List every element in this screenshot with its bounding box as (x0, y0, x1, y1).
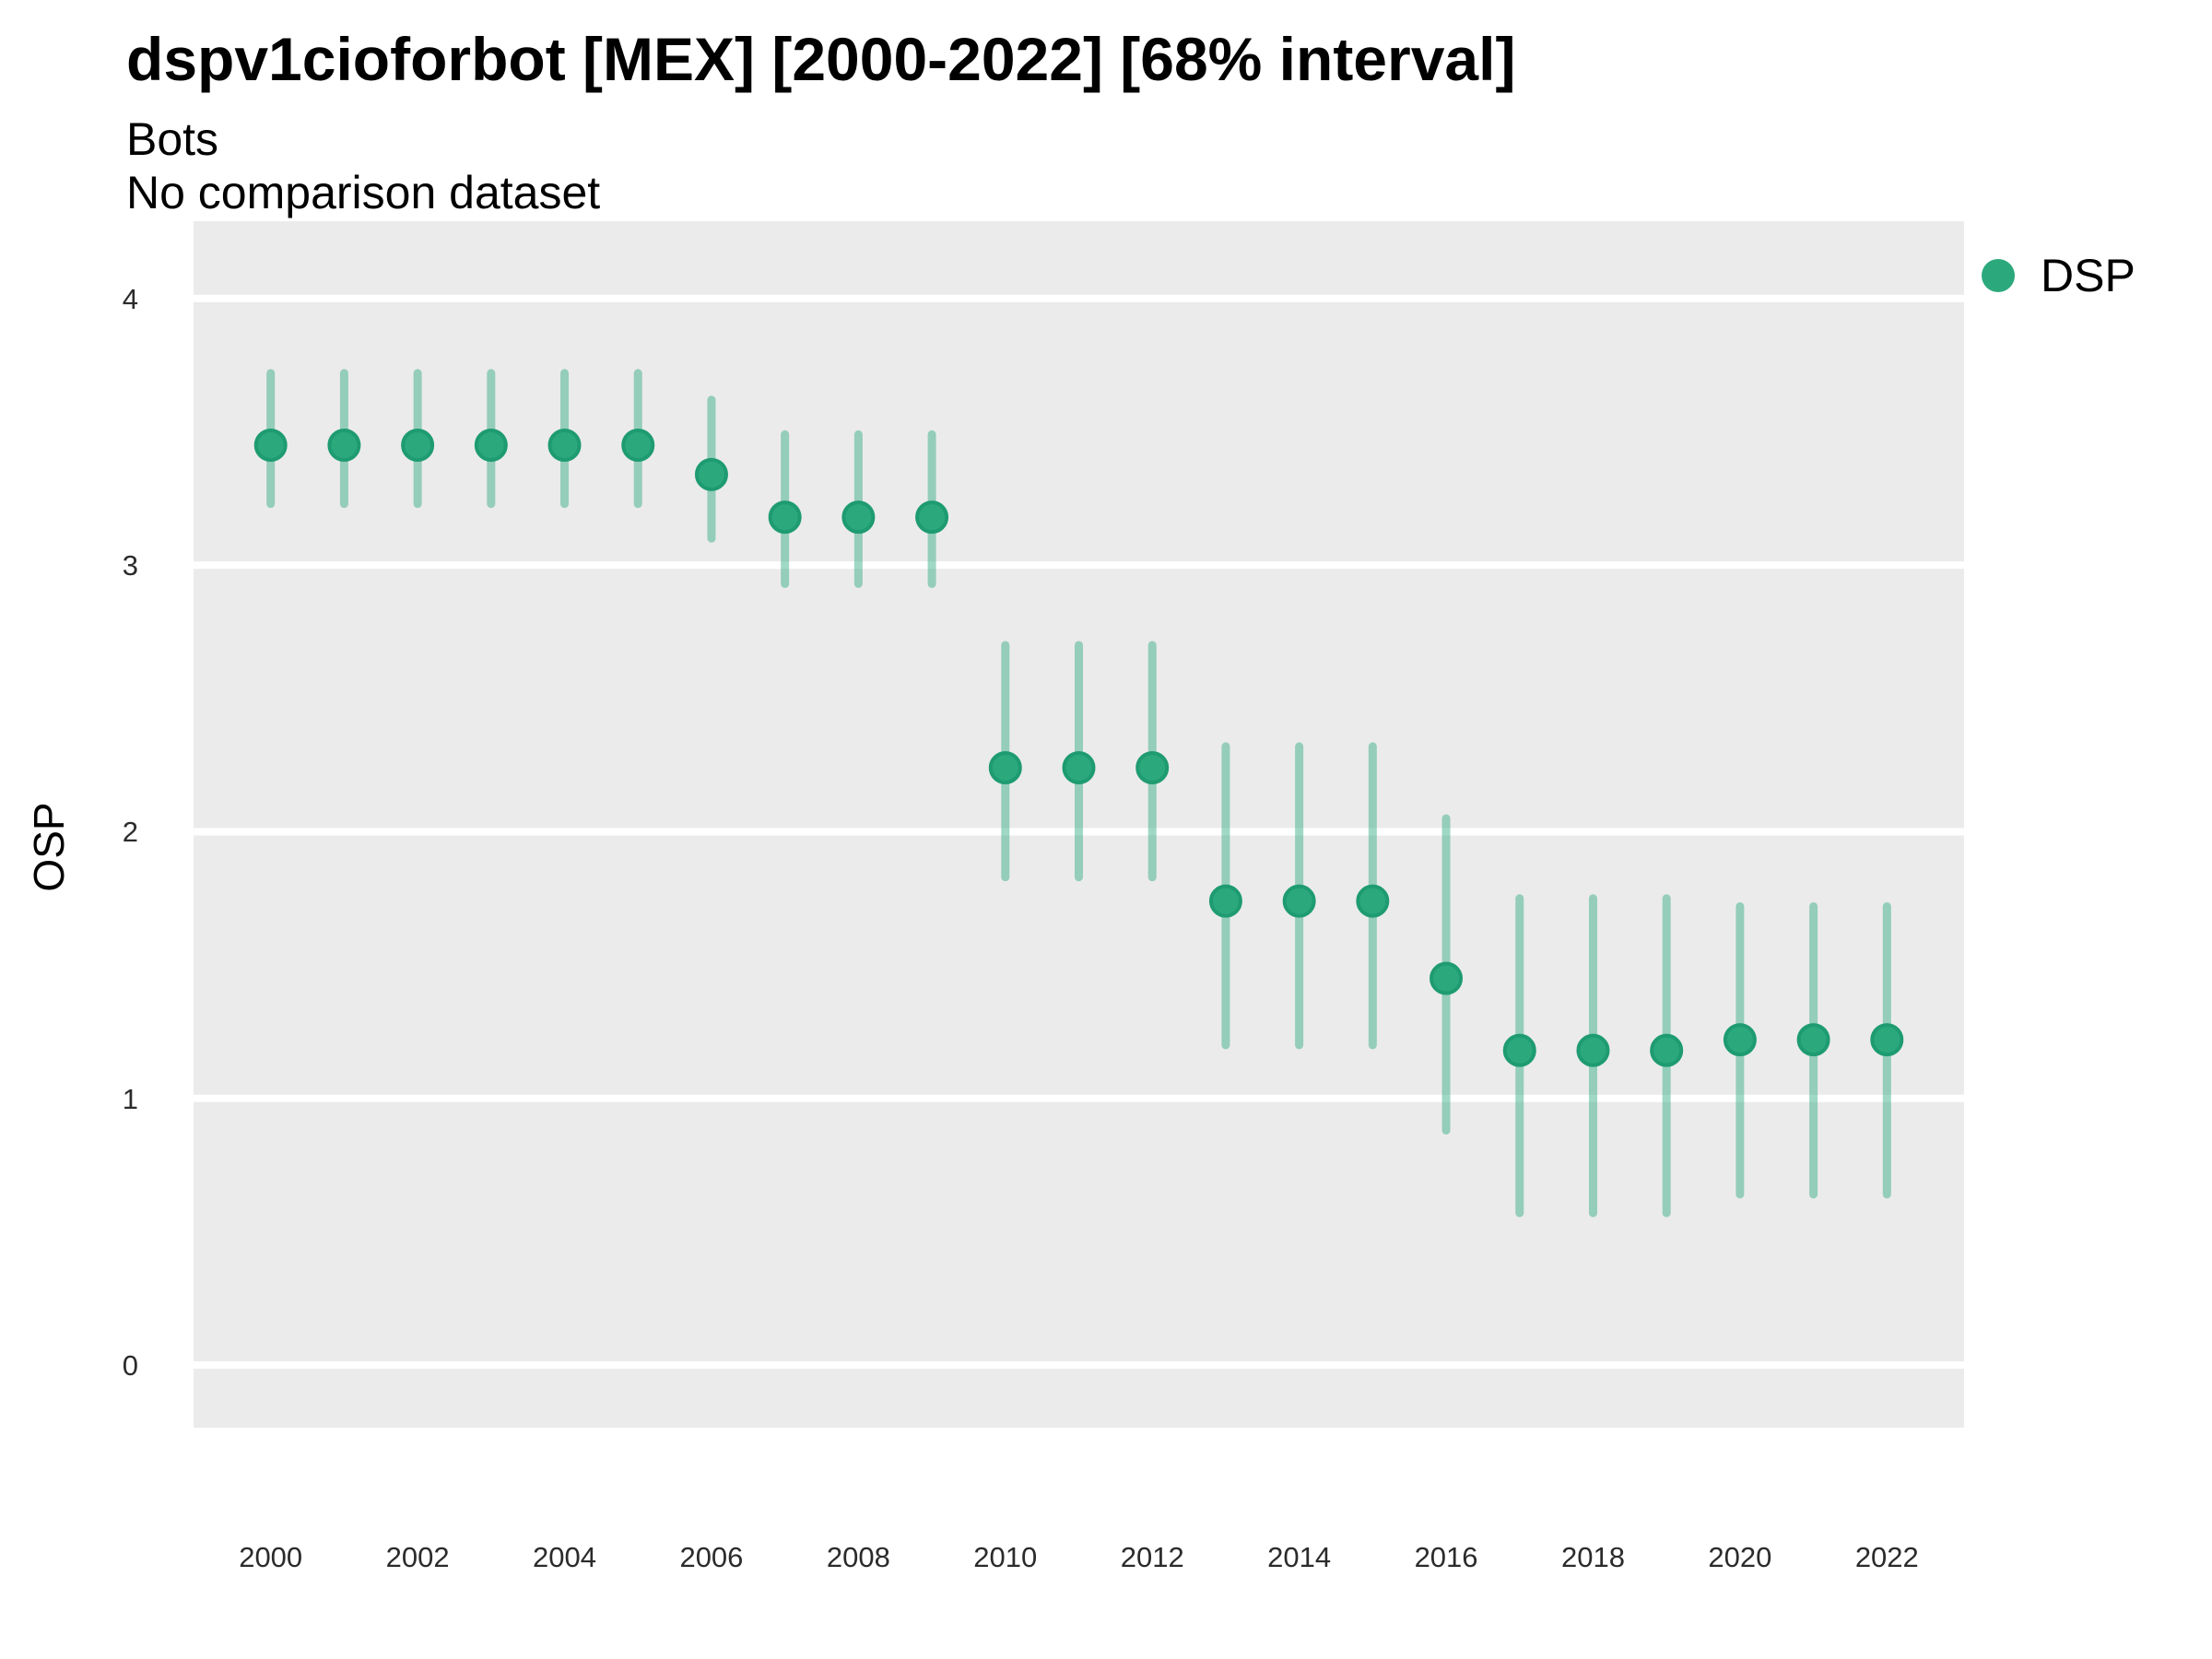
legend: DSP (1982, 249, 2136, 302)
y-tick-label-2: 2 (122, 816, 138, 849)
y-tick-label-1: 1 (122, 1082, 138, 1115)
plot-svg (194, 294, 1964, 1370)
data-point (327, 428, 361, 462)
x-tick-label-2006: 2006 (679, 1541, 744, 1573)
x-tick-label-2000: 2000 (239, 1541, 303, 1573)
x-tick-label-2002: 2002 (385, 1541, 450, 1573)
chart-title: dspv1cioforbot [MEX] [2000-2022] [68% in… (126, 25, 1516, 93)
y-axis-title: OSP (25, 802, 73, 892)
data-point (474, 428, 508, 462)
data-point (621, 428, 655, 462)
y-tick-label-0: 0 (122, 1349, 138, 1382)
y-tick-label-4: 4 (122, 282, 138, 315)
data-point (1062, 751, 1096, 785)
x-tick-label-2008: 2008 (826, 1541, 890, 1573)
data-point (1650, 1033, 1684, 1067)
data-point (1576, 1033, 1610, 1067)
data-point (915, 500, 949, 535)
data-point (547, 428, 582, 462)
data-point (1282, 884, 1316, 918)
data-point (401, 428, 435, 462)
data-point (1502, 1033, 1536, 1067)
data-point (768, 500, 802, 535)
plot-panel (194, 221, 1964, 1428)
x-tick-label-2014: 2014 (1267, 1541, 1332, 1573)
y-tick-label-3: 3 (122, 549, 138, 582)
legend-label: DSP (2041, 250, 2136, 301)
comparison-note: No comparison dataset (126, 167, 601, 218)
data-point (988, 751, 1022, 785)
x-tick-label-2012: 2012 (1120, 1541, 1184, 1573)
x-tick-label-2016: 2016 (1414, 1541, 1478, 1573)
x-tick-label-2020: 2020 (1708, 1541, 1772, 1573)
x-tick-label-2018: 2018 (1560, 1541, 1625, 1573)
data-point (1356, 884, 1390, 918)
x-tick-label-2022: 2022 (1854, 1541, 1919, 1573)
data-point (841, 500, 876, 535)
chart-subtitle: Bots (126, 113, 219, 165)
data-point (1430, 961, 1464, 995)
data-point (1723, 1023, 1757, 1057)
data-point (694, 457, 728, 491)
data-point (1796, 1023, 1830, 1057)
data-point (1135, 751, 1170, 785)
legend-point-icon (1982, 259, 2015, 292)
data-point (253, 428, 288, 462)
data-point (1208, 884, 1242, 918)
x-tick-label-2010: 2010 (973, 1541, 1038, 1573)
data-point (1870, 1023, 1904, 1057)
x-tick-label-2004: 2004 (533, 1541, 597, 1573)
